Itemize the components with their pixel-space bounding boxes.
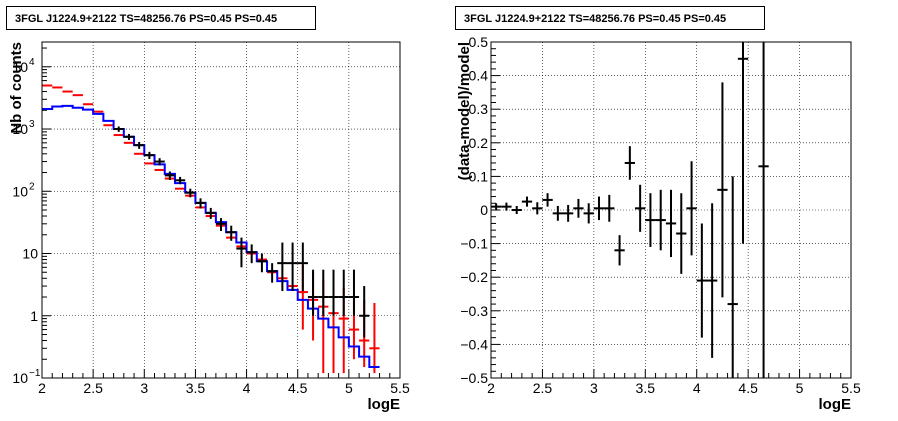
right-y-tick-label: −0.4 [460,336,488,352]
left-plot-area [42,42,400,378]
right-y-tick-label: 0.5 [469,34,489,50]
right-x-tick-label: 3.5 [636,380,656,396]
left-x-tick-label: 4.5 [288,380,308,396]
left-y-tick-label: 10 [22,246,38,262]
right-y-tick-label: −0.2 [460,269,488,285]
left-x-tick-label: 3.5 [186,380,206,396]
left-y-axis-title: Nb of counts [8,42,25,134]
right-y-tick-label: 0.1 [469,168,489,184]
left-x-tick-label: 3 [140,380,148,396]
left-panel-title: 3FGL J1224.9+2122 TS=48256.76 PS=0.45 PS… [6,6,316,30]
right-x-tick-label: 3 [590,380,598,396]
right-x-tick-label: 4 [693,380,701,396]
right-chart-residuals: 2 2.5 3 3.5 4 4.5 5 5.5 −0.5 −0.4 −0.3 −0.2 −0.1 0 0.1… [456,34,861,413]
right-y-axis-title: (data-model)/model [456,42,473,180]
left-y-tick-label: 10 [12,370,28,386]
right-y-tick-label: −0.1 [460,236,488,252]
right-x-tick-label: 5.5 [841,380,861,396]
right-y-tick-label: 0.4 [469,68,489,84]
right-x-tick-label: 5 [796,380,804,396]
left-y-tick-exponent: 4 [29,57,35,68]
left-x-axis-title: logE [368,396,401,413]
left-frame [41,41,401,379]
right-panel-title: 3FGL J1224.9+2122 TS=48256.76 PS=0.45 PS… [455,6,765,30]
right-x-axis-title: logE [819,396,852,413]
right-x-tick-label: 2 [487,380,495,396]
left-y-tick-exponent: 3 [29,119,35,130]
left-y-tick-label: 1 [30,308,38,324]
left-y-tick-exponent: 2 [29,181,35,192]
right-y-tick-label: 0.3 [469,101,489,117]
left-x-tick-label: 2.5 [83,380,103,396]
right-y-tick-label: −0.5 [460,370,488,386]
right-y-tick-label: 0.2 [469,135,489,151]
left-x-tick-label: 5 [345,380,353,396]
left-x-tick-label: 5.5 [390,380,410,396]
right-x-tick-label: 2.5 [533,380,553,396]
right-y-tick-label: 0 [480,202,488,218]
left-y-tick-exponent: −1 [29,368,41,379]
right-y-tick-label: −0.3 [460,303,488,319]
left-y-tick-label: 10 [12,183,28,199]
left-x-tick-label: 4 [243,380,251,396]
left-y-tick-label: 10 [12,121,28,137]
right-frame [490,41,852,379]
left-x-tick-label: 2 [38,380,46,396]
right-x-tick-label: 4.5 [738,380,758,396]
left-y-tick-label: 10 [12,59,28,75]
